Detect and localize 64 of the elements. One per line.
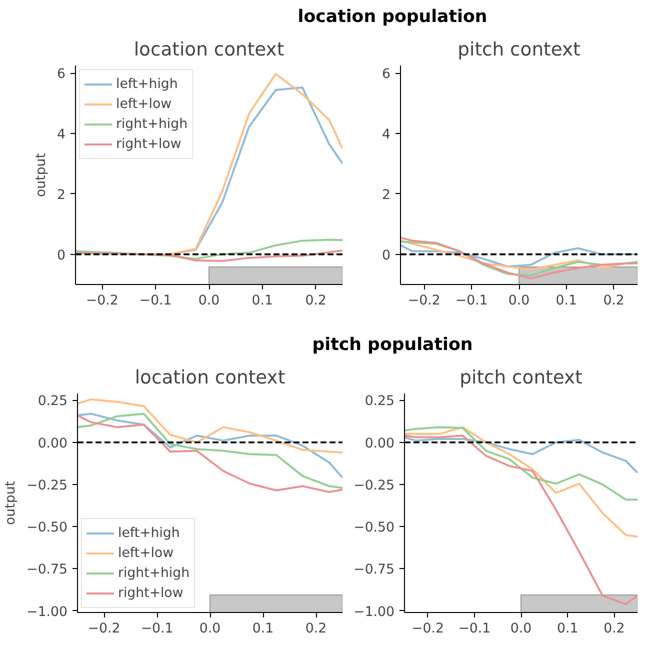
x-tick-label: −0.2 — [408, 294, 440, 308]
x-tick-label: 0.1 — [557, 622, 578, 636]
y-tick-label: 6 — [57, 67, 66, 82]
y-axis-title: output — [4, 481, 19, 525]
x-tick-label: 0.0 — [198, 294, 220, 308]
x-tick-label: −0.1 — [455, 294, 488, 308]
line-series — [404, 434, 638, 606]
y-tick-label: −1.00 — [354, 604, 394, 620]
line-series — [76, 250, 342, 262]
y-tick-label: −0.25 — [354, 478, 394, 494]
chart-title: location context — [134, 40, 284, 60]
chart-title: pitch context — [458, 40, 580, 60]
x-tick-label: −0.1 — [140, 622, 174, 636]
y-tick-label: −0.25 — [26, 478, 68, 494]
y-tick-label: 0.25 — [364, 394, 395, 410]
line-series — [404, 436, 638, 474]
chart-title: pitch context — [460, 368, 582, 388]
x-tick-label: 0.2 — [603, 294, 624, 308]
x-tick-label: 0.1 — [556, 294, 578, 308]
legend-label: left+high — [116, 76, 178, 92]
legend-label: left+low — [116, 96, 172, 112]
y-tick-label: 2 — [57, 188, 66, 203]
legend-label: right+high — [118, 566, 190, 580]
y-tick-label: 6 — [382, 67, 391, 82]
x-tick-label: −0.1 — [139, 294, 172, 308]
x-tick-label: 0.1 — [252, 294, 274, 308]
y-tick-label: −0.50 — [354, 520, 394, 536]
x-tick-label: −0.2 — [86, 294, 118, 308]
legend-label: left+high — [118, 526, 180, 540]
x-tick-label: −0.1 — [458, 622, 491, 636]
y-tick-label: 0 — [57, 248, 66, 264]
x-tick-label: −0.2 — [412, 622, 444, 636]
y-axis-title: output — [34, 153, 50, 197]
line-series — [76, 238, 342, 260]
y-tick-label: 0 — [382, 248, 391, 264]
x-tick-label: 0.2 — [604, 622, 625, 636]
y-tick-label: −0.75 — [26, 562, 68, 578]
x-tick-label: 0.2 — [305, 294, 326, 308]
x-tick-label: 0.0 — [510, 622, 532, 636]
legend-label: right+low — [116, 136, 182, 152]
legend-label: right+low — [118, 586, 184, 600]
y-tick-label: −0.75 — [354, 562, 394, 578]
chart-title: location context — [134, 368, 286, 388]
y-tick-label: 4 — [382, 127, 391, 142]
legend-label: right+high — [116, 116, 188, 132]
line-series — [78, 398, 342, 454]
x-tick-label: −0.2 — [88, 622, 120, 636]
y-tick-label: 0.00 — [364, 436, 395, 452]
legend-label: left+low — [118, 546, 174, 560]
line-series — [404, 426, 638, 538]
line-series — [404, 426, 638, 501]
y-tick-label: 2 — [382, 188, 391, 203]
y-tick-label: −1.00 — [26, 604, 68, 620]
y-tick-label: 0.25 — [38, 394, 68, 410]
line-series — [400, 244, 638, 268]
x-tick-label: 0.0 — [199, 622, 221, 636]
x-tick-label: 0.0 — [508, 294, 530, 308]
x-tick-label: 0.2 — [305, 622, 327, 636]
y-tick-label: −0.50 — [26, 520, 68, 536]
y-tick-label: 0.00 — [38, 436, 68, 452]
x-tick-label: 0.1 — [252, 622, 274, 636]
text: location population — [298, 6, 488, 29]
text: pitch population — [312, 334, 473, 357]
y-tick-label: 4 — [57, 127, 66, 142]
